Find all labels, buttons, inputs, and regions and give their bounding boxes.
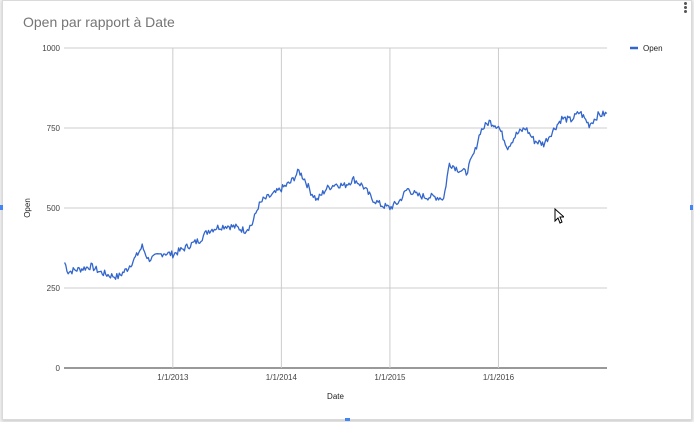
bottom-resize-handle[interactable] bbox=[345, 418, 350, 421]
y-tick-label: 250 bbox=[47, 284, 61, 293]
right-resize-handle[interactable] bbox=[690, 205, 693, 210]
x-tick-label: 1/1/2014 bbox=[266, 373, 298, 382]
y-tick-label: 1000 bbox=[42, 44, 60, 53]
y-tick-label: 750 bbox=[47, 124, 61, 133]
x-axis-title: Date bbox=[327, 392, 344, 401]
left-resize-handle[interactable] bbox=[0, 205, 3, 210]
x-tick-label: 1/1/2013 bbox=[157, 373, 189, 382]
y-axis-title: Open bbox=[23, 198, 32, 218]
y-tick-label: 500 bbox=[47, 204, 61, 213]
legend-label: Open bbox=[643, 44, 663, 53]
more-options-icon[interactable] bbox=[681, 1, 689, 15]
x-tick-label: 1/1/2016 bbox=[483, 373, 515, 382]
chart-title: Open par rapport à Date bbox=[23, 14, 175, 30]
x-tick-label: 1/1/2015 bbox=[374, 373, 406, 382]
series-line-open bbox=[64, 110, 608, 280]
mouse-pointer-icon bbox=[554, 208, 564, 224]
y-tick-label: 0 bbox=[56, 364, 61, 373]
